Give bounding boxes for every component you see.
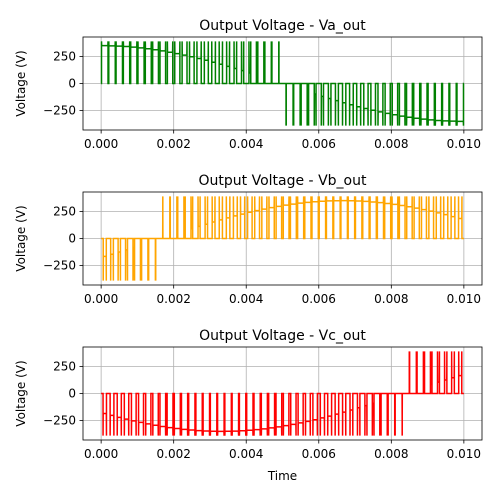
y-axis-label: Voltage (V)	[14, 360, 28, 426]
chart-title: Output Voltage - Vb_out	[199, 173, 367, 189]
x-axis-label: Time	[267, 469, 297, 483]
y-tick-label: −250	[43, 414, 76, 428]
y-tick-label: −250	[43, 259, 76, 273]
y-tick-label: 250	[53, 49, 76, 63]
x-tick-label: 0.006	[302, 292, 336, 306]
y-tick-label: 0	[68, 77, 76, 91]
x-tick-label: 0.010	[447, 137, 481, 151]
y-tick-label: 0	[68, 387, 76, 401]
y-axis-label: Voltage (V)	[14, 205, 28, 271]
x-tick-label: 0.008	[374, 137, 408, 151]
x-tick-label: 0.010	[447, 292, 481, 306]
x-tick-label: 0.010	[447, 447, 481, 461]
subplot-2: 0.000 0.002 0.004 0.006 0.008 0.010 250 0 −250 Ou…	[14, 173, 483, 306]
y-axis-label: Voltage (V)	[14, 50, 28, 116]
y-tick-label: −250	[43, 104, 76, 118]
subplot-1: 0.000 0.002 0.004 0.006 0.008 0.010 250 0 −250 Ou…	[14, 18, 483, 151]
y-tick-label: 250	[53, 204, 76, 218]
x-tick-label: 0.000	[84, 137, 118, 151]
x-tick-label: 0.006	[302, 137, 336, 151]
x-tick-label: 0.002	[157, 447, 191, 461]
x-tick-label: 0.008	[374, 447, 408, 461]
x-tick-label: 0.004	[229, 137, 263, 151]
y-tick-label: 0	[68, 232, 76, 246]
x-tick-label: 0.004	[229, 292, 263, 306]
series-line	[101, 351, 464, 436]
chart-title: Output Voltage - Va_out	[199, 18, 366, 34]
chart-title: Output Voltage - Vc_out	[199, 328, 366, 344]
x-tick-label: 0.008	[374, 292, 408, 306]
x-tick-label: 0.000	[84, 292, 118, 306]
x-tick-label: 0.006	[302, 447, 336, 461]
series-line	[101, 196, 464, 281]
y-tick-label: 250	[53, 359, 76, 373]
series-line	[100, 41, 465, 126]
x-tick-label: 0.002	[157, 292, 191, 306]
x-tick-label: 0.000	[84, 447, 118, 461]
x-tick-label: 0.004	[229, 447, 263, 461]
x-tick-label: 0.002	[157, 137, 191, 151]
subplot-3: 0.000 0.002 0.004 0.006 0.008 0.010 250 0 −250 Ou…	[14, 328, 483, 483]
